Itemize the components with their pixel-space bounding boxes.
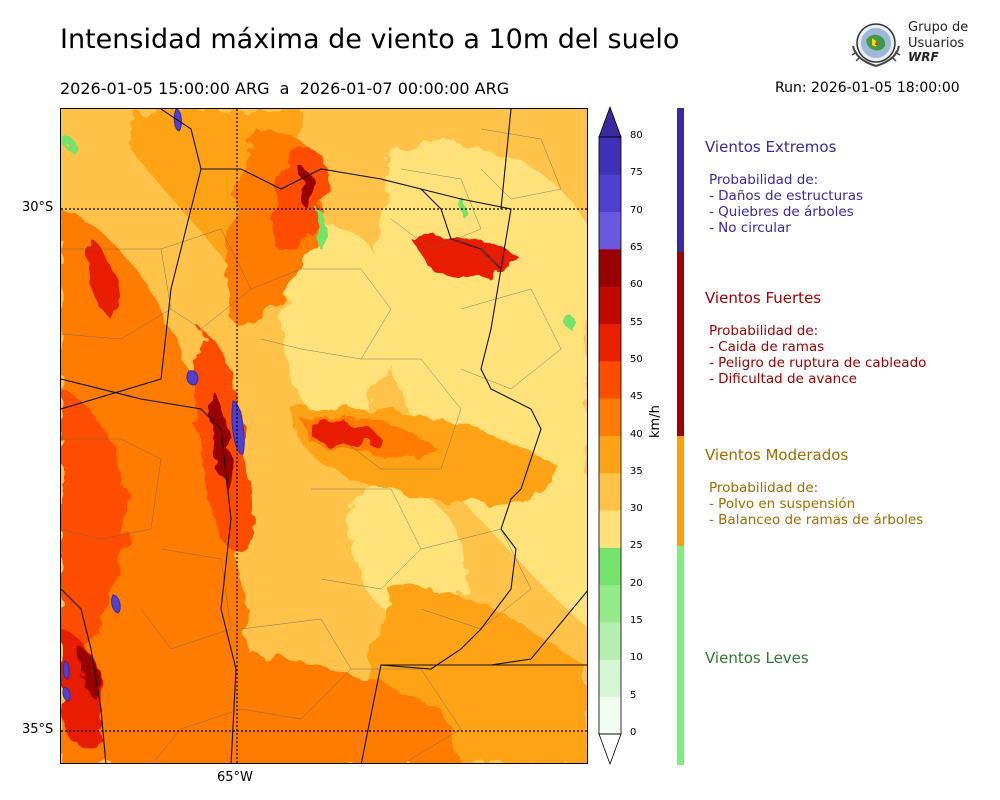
colorbar-cell [599, 248, 621, 287]
colorbar-tick-label: 20 [630, 577, 643, 589]
colorbar-tick-label: 0 [630, 727, 637, 738]
colorbar-frame [598, 136, 622, 735]
colorbar-tick-label: 75 [630, 167, 643, 179]
colorbar-cell [599, 659, 621, 698]
category-title-moderados: Vientos Moderados [705, 446, 849, 464]
desc-line: Probabilidad de: [709, 480, 819, 496]
colorbar-cell [599, 398, 621, 436]
logo-line-1: Grupo de [908, 20, 969, 35]
colorbar [598, 105, 622, 766]
colorbar-bottom-extension [598, 733, 622, 766]
desc-line: - Dificultad de avance [709, 371, 857, 387]
desc-line: - Quiebres de árboles [709, 204, 854, 220]
wind-zone-45-50-band [311, 419, 381, 447]
colorbar-cell [599, 286, 621, 324]
colorbar-cell [599, 323, 621, 362]
wind-zone-45-50-west [61, 389, 128, 669]
extreme-spot-d [111, 594, 121, 614]
category-bar-fuertes [677, 252, 684, 436]
category-bar-extremos [677, 108, 684, 252]
colorbar-tick-label: 60 [630, 279, 643, 291]
colorbar-cell [599, 174, 621, 213]
colorbar-cell [599, 547, 621, 586]
lat-label-30s: 30°S [22, 200, 54, 215]
wrf-logo: Grupo de Usuarios WRF [848, 18, 968, 72]
wind-zone-30-35-south [347, 485, 465, 618]
wind-zone-20-25-c [65, 136, 74, 153]
wind-field [61, 109, 587, 763]
globe-icon [851, 23, 901, 68]
extreme-wind-spots [62, 109, 245, 702]
wind-zone-40-45-west [61, 209, 261, 763]
wind-zone-20-25-b [459, 198, 469, 219]
category-desc-moderados: Probabilidad de: - Polvo en suspensión -… [709, 480, 923, 528]
gridlines [61, 109, 587, 763]
colorbar-cell [599, 622, 621, 660]
colorbar-unit: km/h [648, 405, 663, 438]
colorbar-cell [599, 510, 621, 548]
wind-map [60, 108, 588, 764]
run-time: Run: 2026-01-05 18:00:00 [775, 80, 960, 96]
colorbar-cell [599, 435, 621, 474]
logo-line-2: Usuarios [908, 36, 965, 51]
colorbar-top-extension [598, 105, 622, 138]
category-title-fuertes: Vientos Fuertes [705, 289, 822, 307]
lat-label-35s: 35°S [22, 722, 54, 737]
desc-line: Probabilidad de: [709, 172, 819, 188]
colorbar-cell [599, 696, 621, 735]
category-bar [677, 108, 684, 765]
extreme-spot-f [62, 686, 71, 702]
wind-zone-55-60-center [210, 389, 229, 489]
wind-zone-55-60-west [79, 649, 99, 699]
colorbar-tick-label: 45 [630, 391, 643, 403]
wind-zone-20-25-a [313, 208, 326, 250]
colorbar-tick-label: 70 [630, 204, 643, 216]
wind-zone-40-45-south [141, 649, 461, 763]
colorbar-cell [599, 137, 621, 175]
province-borders [61, 109, 587, 763]
colorbar-tick-label: 25 [630, 540, 643, 552]
category-desc-extremos: Probabilidad de: - Daños de estructuras … [709, 172, 863, 236]
colorbar-tick-label: 50 [630, 353, 643, 365]
category-bar-moderados [677, 436, 684, 546]
colorbar-tick-label: 80 [630, 130, 643, 141]
colorbar-cell [599, 472, 621, 511]
department-borders [61, 128, 562, 763]
desc-line: - Daños de estructuras [709, 188, 864, 204]
colorbar-cell [599, 584, 621, 623]
lon-label-65w: 65°W [217, 770, 253, 785]
colorbar-tick-label: 35 [630, 465, 643, 477]
colorbar-tick-label: 30 [630, 503, 643, 515]
category-desc-fuertes: Probabilidad de: - Caida de ramas - Peli… [709, 323, 926, 387]
colorbar-cell [599, 211, 621, 250]
wind-zone-30-35-center [282, 225, 393, 418]
extreme-spot-b [186, 370, 199, 386]
extreme-spot-a [231, 400, 245, 455]
page-title: Intensidad máxima de viento a 10m del su… [60, 24, 680, 55]
colorbar-tick-label: 5 [630, 689, 637, 701]
desc-line: - Balanceo de ramas de árboles [709, 512, 924, 528]
colorbar-tick-label: 65 [630, 241, 643, 253]
wind-zone-20-25-d [564, 316, 577, 331]
colorbar-cell [599, 360, 621, 399]
desc-line: - Polvo en suspensión [709, 496, 856, 512]
wind-zone-50-55-east [411, 235, 521, 276]
category-bar-leves [677, 546, 684, 765]
desc-line: Probabilidad de: [709, 323, 819, 339]
colorbar-tick-label: 40 [630, 428, 643, 440]
desc-line: - No circular [709, 220, 791, 236]
category-title-leves: Vientos Leves [705, 649, 809, 667]
logo-line-3: WRF [908, 50, 939, 64]
wind-zone-50-55-west [89, 239, 115, 319]
colorbar-tick-label: 55 [630, 316, 643, 328]
extreme-spot-e [62, 660, 70, 680]
desc-line: - Caida de ramas [709, 339, 825, 355]
category-title-extremos: Vientos Extremos [705, 138, 837, 156]
desc-line: - Peligro de ruptura de cableado [709, 355, 927, 371]
colorbar-tick-label: 15 [630, 615, 643, 627]
colorbar-tick-label: 10 [630, 652, 643, 664]
forecast-period: 2026-01-05 15:00:00 ARG a 2026-01-07 00:… [60, 79, 510, 98]
